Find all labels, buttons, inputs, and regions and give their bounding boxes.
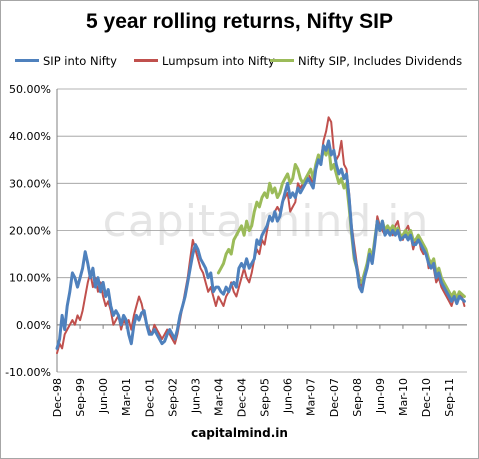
y-tick-label: 30.00% bbox=[9, 177, 51, 190]
legend-swatch-dividends bbox=[270, 59, 294, 62]
x-tick-label: Mar-04 bbox=[212, 378, 225, 416]
legend-label-dividends: Nifty SIP, Includes Dividends bbox=[298, 54, 463, 68]
footer-source: capitalmind.in bbox=[191, 426, 288, 440]
legend-item-lumpsum: Lumpsum into Nifty bbox=[134, 54, 275, 68]
legend-label-sip: SIP into Nifty bbox=[43, 54, 117, 68]
x-tick-label: Sep-08 bbox=[351, 378, 364, 417]
x-tick-label: Mar-01 bbox=[120, 378, 133, 416]
x-tick-label: Dec-10 bbox=[420, 378, 433, 417]
x-tick-label: Jun-00 bbox=[97, 378, 110, 414]
chart-title: 5 year rolling returns, Nifty SIP bbox=[86, 10, 393, 33]
x-tick-label: Mar-07 bbox=[305, 378, 318, 416]
chart-legend: SIP into Nifty Lumpsum into Nifty Nifty … bbox=[0, 54, 479, 72]
x-tick-label: Dec-04 bbox=[236, 378, 249, 417]
x-tick-label: Dec-01 bbox=[143, 378, 156, 417]
legend-swatch-sip bbox=[15, 59, 39, 62]
series-line-lumpsum bbox=[56, 116, 466, 355]
y-tick-label: 0.00% bbox=[16, 319, 51, 332]
y-tick-label: -10.00% bbox=[5, 366, 51, 379]
legend-label-lumpsum: Lumpsum into Nifty bbox=[162, 54, 275, 68]
y-tick-label: 10.00% bbox=[9, 272, 51, 285]
legend-item-dividends: Nifty SIP, Includes Dividends bbox=[270, 54, 462, 68]
y-tick-label: 50.00% bbox=[9, 83, 51, 96]
x-tick-label: Sep-11 bbox=[443, 378, 456, 417]
x-tick-label: Dec-07 bbox=[328, 378, 341, 417]
x-tick-label: Jun-09 bbox=[374, 378, 387, 414]
series-line-dividends bbox=[216, 144, 466, 301]
x-tick-label: Sep-05 bbox=[259, 378, 272, 417]
x-tick-label: Sep-99 bbox=[74, 378, 87, 417]
x-tick-label: Jun-06 bbox=[282, 378, 295, 414]
x-tick-label: Jun-03 bbox=[189, 378, 202, 414]
series-line-sip bbox=[55, 139, 466, 350]
y-tick-label: 40.00% bbox=[9, 130, 51, 143]
y-tick-label: 20.00% bbox=[9, 225, 51, 238]
x-tick-label: Sep-02 bbox=[166, 378, 179, 417]
x-tick-label: Dec-98 bbox=[51, 378, 64, 417]
legend-swatch-lumpsum bbox=[134, 59, 158, 62]
legend-item-sip: SIP into Nifty bbox=[15, 54, 117, 68]
x-tick-label: Mar-10 bbox=[397, 378, 410, 416]
